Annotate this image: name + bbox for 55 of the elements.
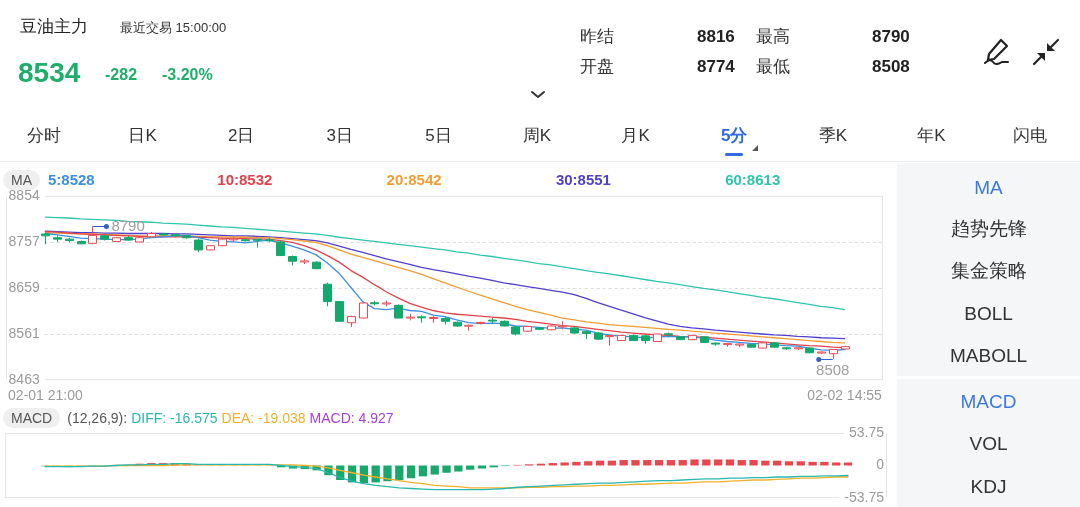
y-tick-label: 8561 <box>8 324 40 341</box>
text: 周K <box>522 125 552 147</box>
y-tick-label: 8463 <box>8 370 40 387</box>
text: 季K <box>818 125 847 147</box>
text: 闪电 <box>1013 125 1047 147</box>
text: 8816 <box>697 26 735 48</box>
text: 8790 <box>872 26 910 48</box>
text: 8534 <box>18 56 81 90</box>
x-tick-label: 02-01 21:00 <box>8 387 83 404</box>
y-tick-label: 8757 <box>8 232 40 249</box>
text: 5:8528 <box>48 170 95 190</box>
annotation: 8508 <box>816 361 850 379</box>
text: 30:8551 <box>555 170 611 190</box>
legend-title: MACD <box>3 408 61 428</box>
text: 10:8532 <box>217 170 273 190</box>
y-tick-label: 8854 <box>8 187 40 204</box>
x-tick-label: 02-02 14:55 <box>807 387 883 404</box>
text: 月K <box>621 125 650 147</box>
text: 60:8613 <box>725 170 781 190</box>
text: -282 <box>105 64 138 85</box>
text: MACD <box>960 389 1017 414</box>
text: 最高 <box>756 26 790 48</box>
text: DEA: -19.038 <box>221 410 306 426</box>
text: 8508 <box>872 56 910 78</box>
text: 豆油主力 <box>20 16 88 38</box>
text: 5分 <box>720 125 748 147</box>
y-tick-label: 8659 <box>8 278 40 295</box>
text: -3.20% <box>162 64 213 85</box>
text: MA <box>974 175 1003 200</box>
y-tick-label: 53.75 <box>848 423 885 440</box>
text: 最近交易 15:00:00 <box>120 18 227 36</box>
text: 8774 <box>697 56 735 78</box>
text: 开盘 <box>580 56 614 78</box>
text: DIFF: -16.575 <box>131 410 218 426</box>
text: 年K <box>917 125 946 147</box>
text: 集金策略 <box>950 258 1027 283</box>
legend-title: MA <box>3 170 40 190</box>
y-tick-label: 0 <box>876 456 885 473</box>
text: 3日 <box>326 125 354 147</box>
chart-subtitle: (12,26,9): <box>67 410 128 426</box>
text: 2日 <box>227 125 255 147</box>
text: MABOLL <box>949 343 1028 368</box>
text: 20:8542 <box>386 170 442 190</box>
text: 昨结 <box>580 26 614 48</box>
text: 趋势先锋 <box>950 216 1027 241</box>
text: 分时 <box>27 125 61 147</box>
text: 最低 <box>756 56 790 78</box>
text: KDJ <box>970 474 1007 499</box>
text: 5日 <box>425 125 452 147</box>
y-tick-label: -53.75 <box>844 488 885 505</box>
annotation: 8790 <box>111 216 145 234</box>
text: VOL <box>969 431 1008 456</box>
text: BOLL <box>964 301 1013 326</box>
text: 日K <box>128 125 157 147</box>
text: MACD: 4.927 <box>309 410 394 426</box>
